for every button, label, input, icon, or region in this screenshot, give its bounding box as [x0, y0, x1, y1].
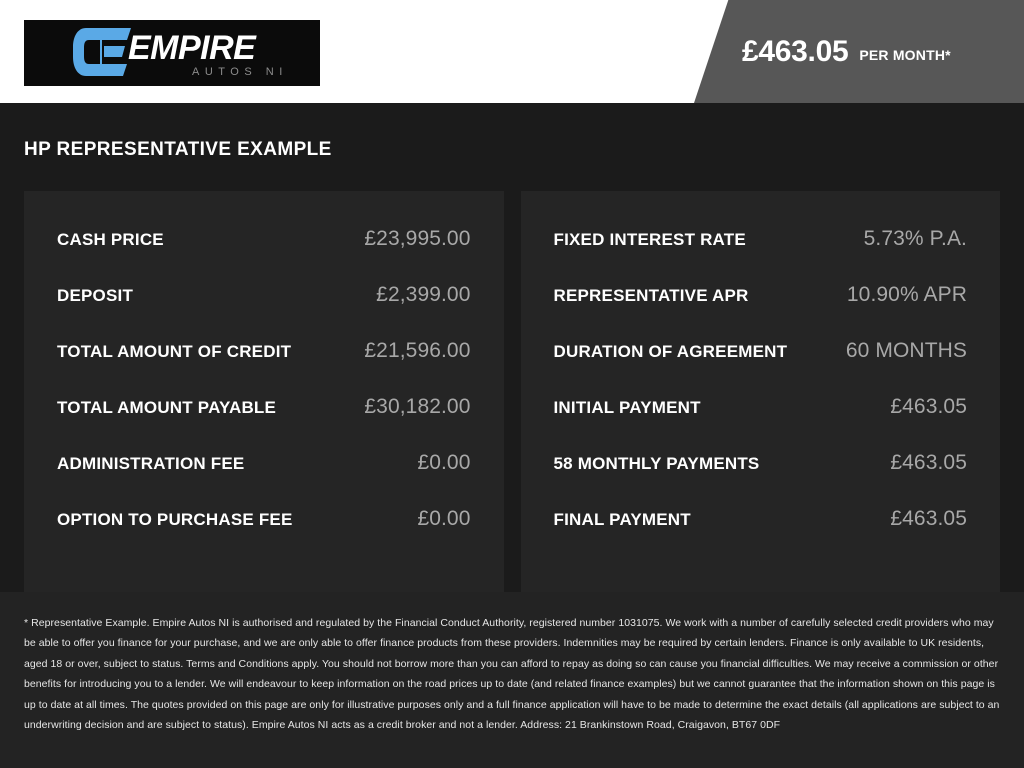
row-label: DURATION OF AGREEMENT	[553, 342, 788, 361]
row-value: £2,399.00	[376, 283, 471, 306]
row-value: 5.73% P.A.	[863, 227, 967, 250]
table-row: ADMINISTRATION FEE £0.00	[57, 451, 471, 507]
brand-logo-inner: EMPIRE AUTOS NI	[24, 20, 320, 86]
price-angle-panel	[694, 0, 1024, 103]
table-row: TOTAL AMOUNT OF CREDIT £21,596.00	[57, 339, 471, 395]
table-row: INITIAL PAYMENT £463.05	[554, 395, 968, 451]
monthly-price-block: £463.05 PER MONTH*	[694, 0, 1024, 103]
table-row: CASH PRICE £23,995.00	[57, 227, 471, 283]
row-label: CASH PRICE	[57, 230, 164, 249]
row-value: 10.90% APR	[846, 283, 967, 306]
row-value: 60 MONTHS	[845, 339, 967, 362]
table-row: REPRESENTATIVE APR 10.90% APR	[554, 283, 968, 339]
empire-e-monogram-icon	[72, 27, 134, 77]
table-row: 58 MONTHLY PAYMENTS £463.05	[554, 451, 968, 507]
row-value: £463.05	[890, 451, 967, 474]
row-label: INITIAL PAYMENT	[553, 398, 701, 417]
row-value: £23,995.00	[364, 227, 471, 250]
row-label: ADMINISTRATION FEE	[57, 454, 245, 473]
row-label: 58 MONTHLY PAYMENTS	[553, 454, 760, 473]
row-value: £0.00	[417, 451, 471, 474]
row-value: £21,596.00	[364, 339, 471, 362]
finance-details-panels: CASH PRICE £23,995.00 DEPOSIT £2,399.00 …	[0, 191, 1024, 597]
row-label: FINAL PAYMENT	[553, 510, 691, 529]
brand-wordmark: EMPIRE	[128, 29, 256, 67]
row-value: £463.05	[890, 507, 967, 530]
row-value: £30,182.00	[364, 395, 471, 418]
brand-logo[interactable]: EMPIRE AUTOS NI	[24, 20, 320, 86]
table-row: OPTION TO PURCHASE FEE £0.00	[57, 507, 471, 563]
table-row: FINAL PAYMENT £463.05	[554, 507, 968, 563]
row-label: DEPOSIT	[57, 286, 134, 305]
row-label: REPRESENTATIVE APR	[553, 286, 749, 305]
row-value: £0.00	[417, 507, 471, 530]
table-row: DEPOSIT £2,399.00	[57, 283, 471, 339]
disclaimer-text: * Representative Example. Empire Autos N…	[24, 617, 1000, 732]
table-row: FIXED INTEREST RATE 5.73% P.A.	[554, 227, 968, 283]
monthly-price-suffix: PER MONTH*	[859, 46, 951, 63]
left-details-panel: CASH PRICE £23,995.00 DEPOSIT £2,399.00 …	[24, 191, 504, 597]
row-label: FIXED INTEREST RATE	[553, 230, 746, 249]
right-details-panel: FIXED INTEREST RATE 5.73% P.A. REPRESENT…	[520, 191, 1000, 597]
row-value: £463.05	[890, 395, 967, 418]
page-header: EMPIRE AUTOS NI £463.05 PER MONTH*	[0, 0, 1024, 103]
table-row: DURATION OF AGREEMENT 60 MONTHS	[554, 339, 968, 395]
row-label: OPTION TO PURCHASE FEE	[57, 510, 293, 529]
row-label: TOTAL AMOUNT OF CREDIT	[57, 342, 292, 361]
brand-subtitle: AUTOS NI	[192, 66, 288, 78]
page-title: HP REPRESENTATIVE EXAMPLE	[24, 139, 332, 160]
table-row: TOTAL AMOUNT PAYABLE £30,182.00	[57, 395, 471, 451]
monthly-price-amount: £463.05	[742, 34, 849, 68]
footer-disclaimer-area: * Representative Example. Empire Autos N…	[0, 592, 1024, 768]
row-label: TOTAL AMOUNT PAYABLE	[57, 398, 277, 417]
